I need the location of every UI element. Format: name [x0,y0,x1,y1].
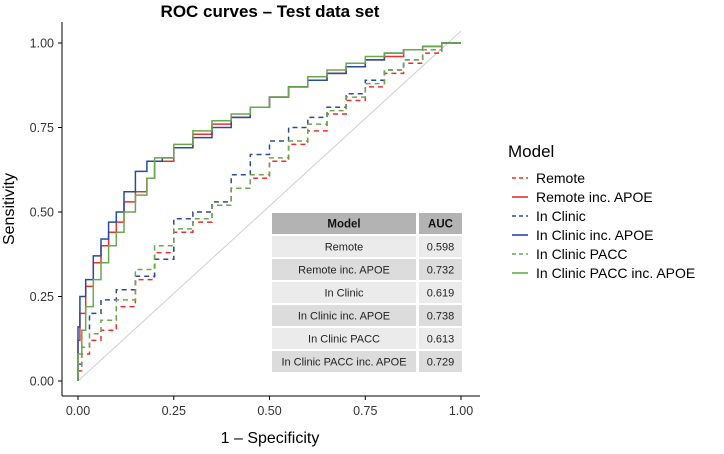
table-cell-model: In Clinic inc. APOE [298,311,390,323]
table-cell-model-cell [272,282,416,303]
roc-line-in-clinic-pacc [77,42,461,381]
plot-area: 0.00 0.25 0.50 0.75 1.00 0.00 0.25 0.50 0.75 1.0… [30,22,480,418]
table-cell-auc-cell [419,236,462,257]
table-cell-model: Remote inc. APOE [298,265,390,277]
y-tick-label: 0.50 [30,206,54,220]
table-cell-model: In Clinic PACC [308,334,380,346]
table-cell-auc-cell [419,305,462,326]
table-header-auc-cell [419,213,462,234]
table-cell-auc: 0.738 [427,311,455,323]
x-tick-label: 0.50 [257,404,281,418]
legend-label-in-clinic-inc-apoe: In Clinic inc. APOE [536,227,654,243]
table-cell-auc: 0.732 [427,265,455,277]
table-cell-model-cell [272,259,416,280]
x-tick-label: 0.75 [353,404,377,418]
table-cell-auc-cell [419,259,462,280]
table-cell-auc: 0.613 [427,334,455,346]
table-cell-model: In Clinic PACC inc. APOE [281,357,406,369]
table-cell-auc: 0.619 [427,288,455,300]
table-cell-auc-cell [419,282,462,303]
roc-line-in-clinic-inc-apoe [77,42,461,381]
x-tick-label: 0.00 [66,404,90,418]
legend-label-in-clinic: In Clinic [536,208,586,224]
table-cell-model-cell [272,328,416,349]
x-tick-label: 0.25 [162,404,186,418]
table-cell-auc-cell [419,351,462,372]
table-cell-model-cell [272,351,416,372]
table-cell-model: Remote [325,242,364,254]
table-cell-auc: 0.598 [427,242,455,254]
y-tick-label: 0.75 [30,121,54,135]
y-axis-title: Sensitivity [1,173,18,245]
auc-table: Model AUC Remote 0.598 Remote inc. APOE 0.732… [272,213,462,372]
table-cell-auc-cell [419,328,462,349]
roc-line-in-clinic-pacc-inc-apoe [77,42,461,381]
legend-label-in-clinic-pacc: In Clinic PACC [536,246,628,262]
legend-label-remote: Remote [536,170,585,186]
table-header-auc: AUC [428,219,453,231]
x-tick-label: 1.00 [449,404,473,418]
legend: Model Remote Remote inc. APOE In Clinic In … [508,142,695,281]
table-header-model: Model [327,219,360,231]
table-header-model-cell [272,213,416,234]
legend-label-in-clinic-pacc-inc-apoe: In Clinic PACC inc. APOE [536,265,695,281]
x-axis-title: 1 – Specificity [221,430,320,447]
legend-label-remote-inc-apoe: Remote inc. APOE [536,189,653,205]
legend-title: Model [508,142,554,161]
table-cell-model-cell [272,305,416,326]
table-cell-model-cell [272,236,416,257]
y-tick-label: 0.25 [30,290,54,304]
y-ticks: 0.00 0.25 0.50 0.75 1.00 [30,37,62,389]
diagonal-reference-line [77,30,462,382]
y-tick-label: 0.00 [30,375,54,389]
table-cell-model: In Clinic [324,288,364,300]
y-tick-label: 1.00 [30,37,54,51]
series-group [77,42,461,381]
x-ticks: 0.00 0.25 0.50 0.75 1.00 [66,396,473,418]
table-cell-auc: 0.729 [427,357,455,369]
chart-title: ROC curves – Test data set [161,2,380,21]
